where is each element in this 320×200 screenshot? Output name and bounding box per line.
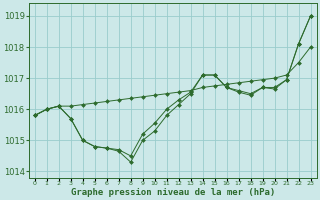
X-axis label: Graphe pression niveau de la mer (hPa): Graphe pression niveau de la mer (hPa)	[70, 188, 275, 197]
